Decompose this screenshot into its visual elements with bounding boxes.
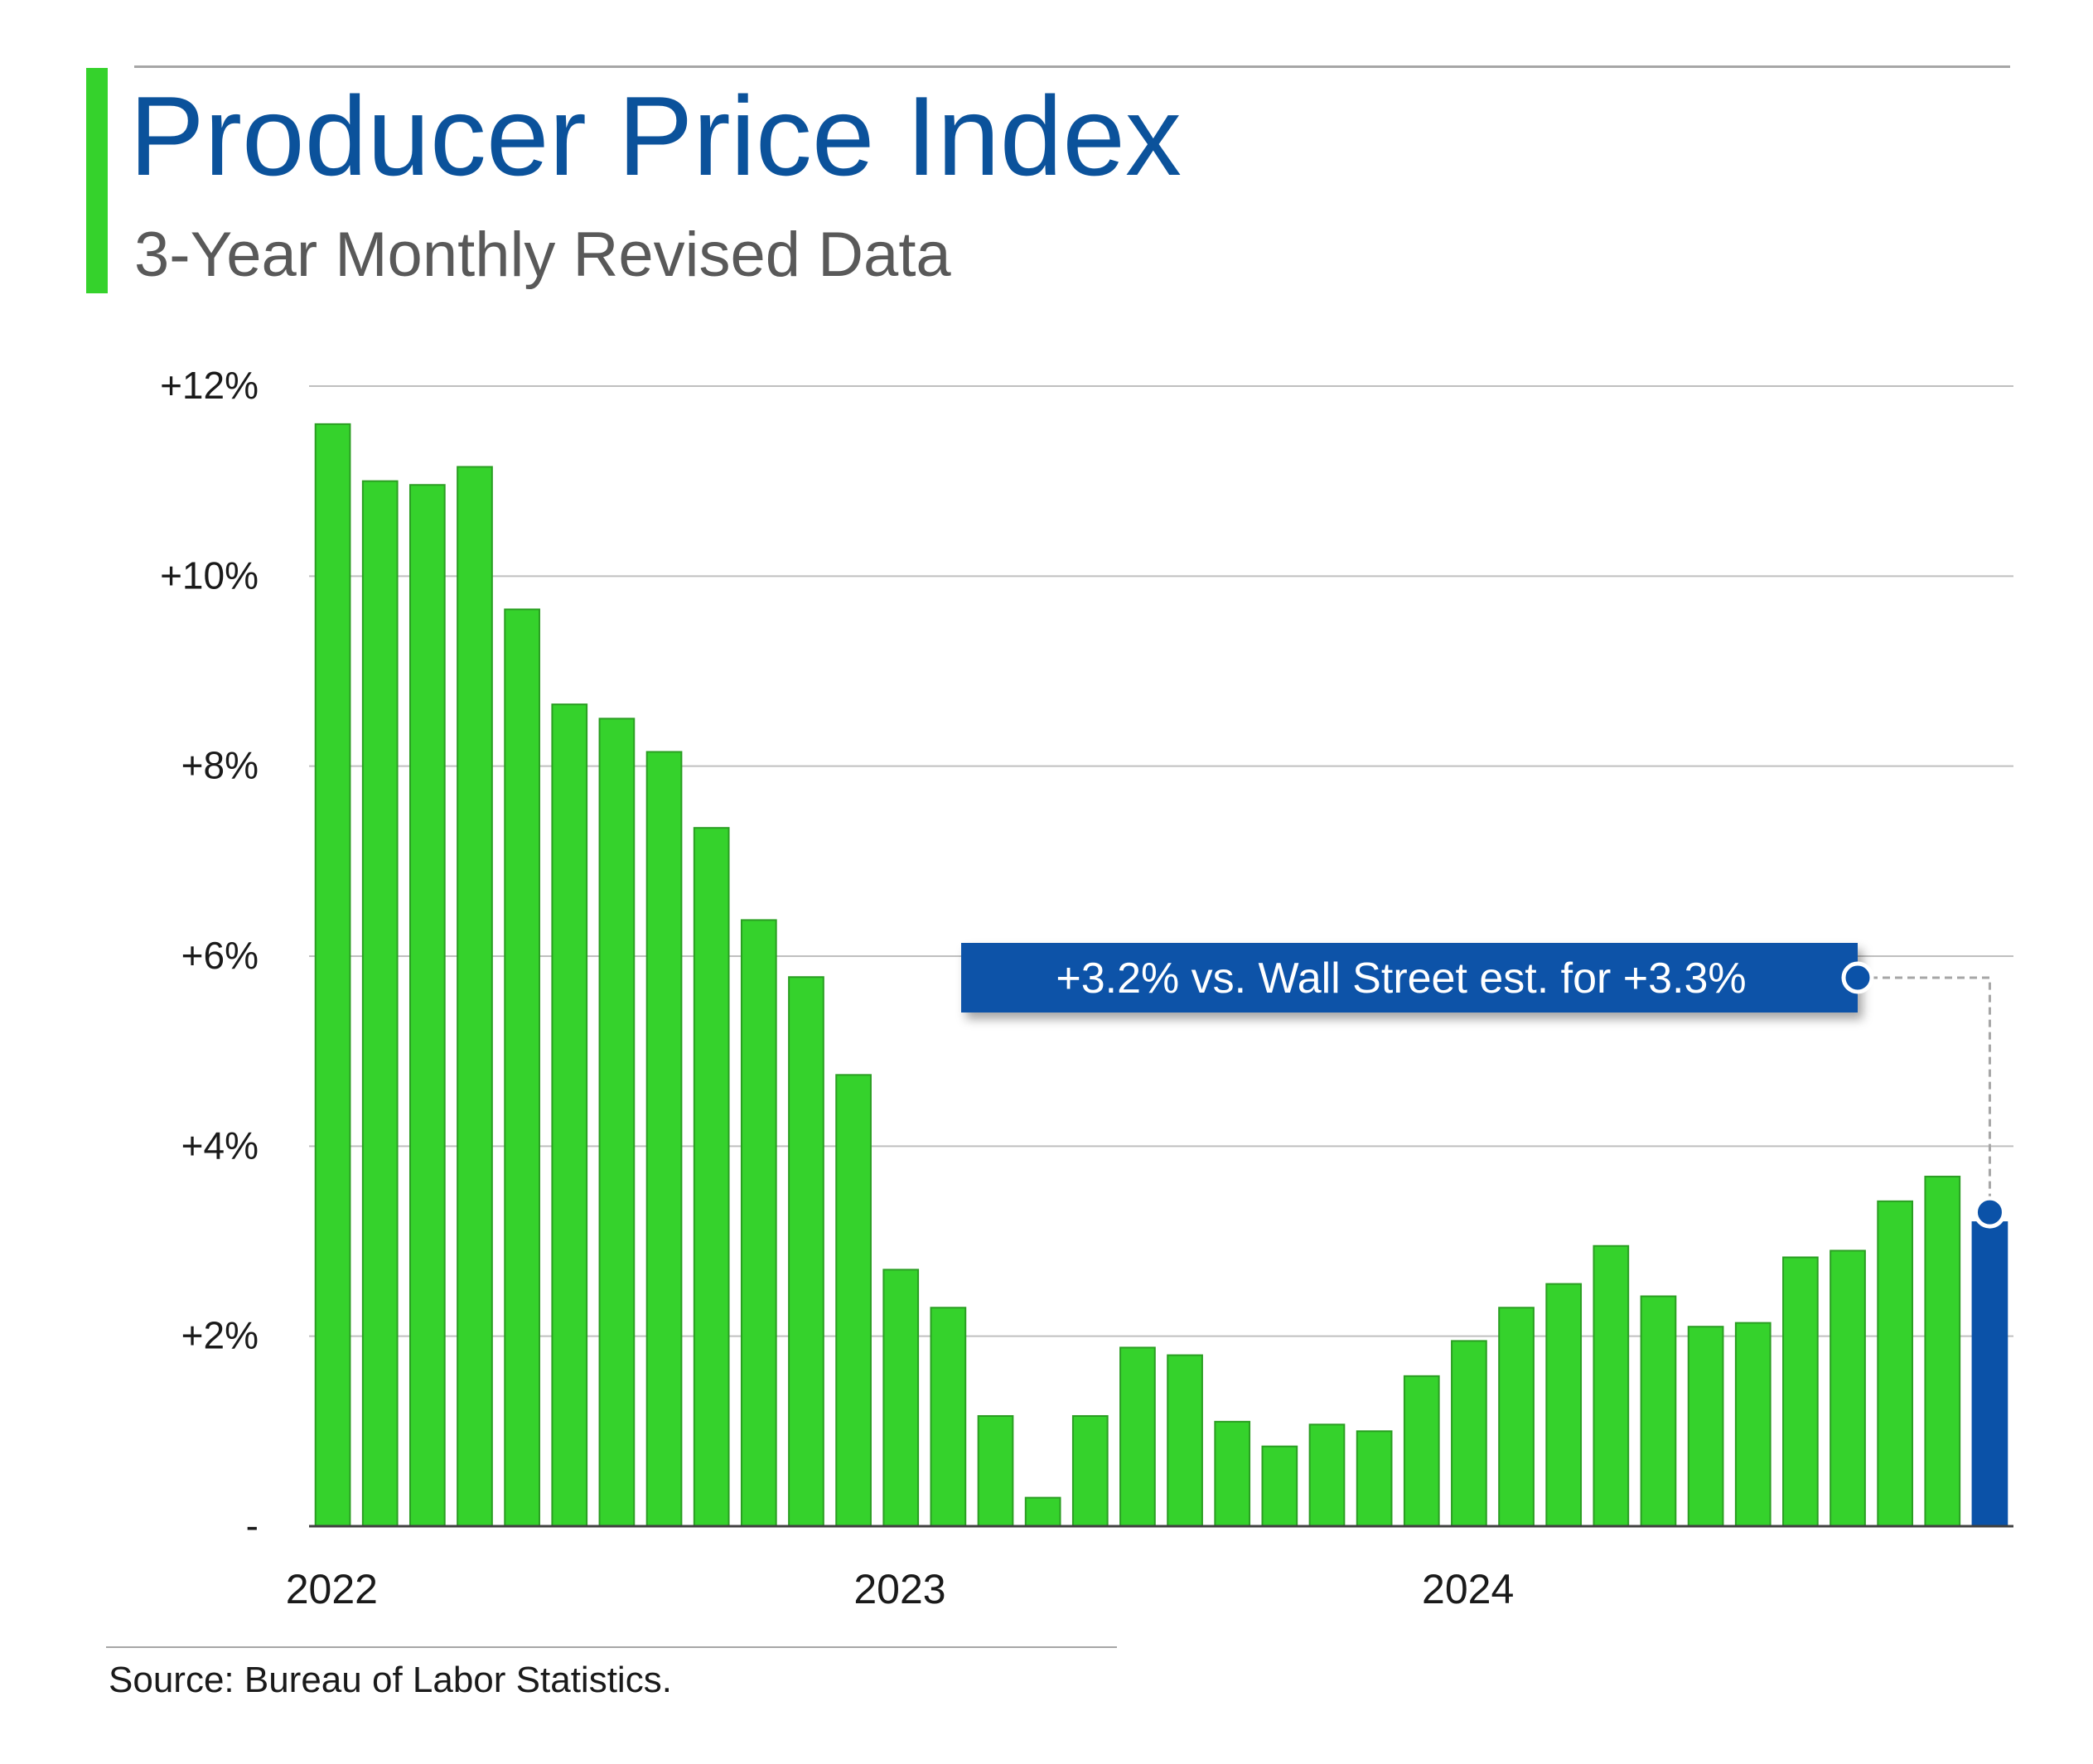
x-axis-labels: 2022 2023 2024 — [286, 1566, 1515, 1612]
y-tick-label: +2% — [181, 1314, 259, 1357]
bar — [1071, 1414, 1109, 1528]
y-tick-label: +12% — [160, 364, 259, 407]
annotation-callout: +3.2% vs. Wall Street est. for +3.3% — [961, 943, 2006, 1229]
bar — [930, 1307, 967, 1528]
bar-highlight — [1971, 1221, 2008, 1527]
bar — [1782, 1256, 1819, 1527]
y-tick-label: +10% — [160, 553, 259, 597]
bar — [1734, 1322, 1772, 1527]
bar — [1024, 1496, 1061, 1527]
bar — [1640, 1295, 1677, 1528]
bar — [1687, 1326, 1724, 1527]
callout-leader-line — [1858, 976, 1991, 1213]
bar — [598, 718, 636, 1527]
y-tick-label: +4% — [181, 1124, 259, 1167]
bar — [1830, 1249, 1866, 1527]
bars — [314, 423, 2008, 1528]
bar — [1498, 1307, 1535, 1528]
bar — [1308, 1423, 1346, 1527]
bar — [457, 466, 493, 1527]
bar — [977, 1414, 1014, 1528]
y-tick-label: +6% — [181, 934, 259, 977]
bar — [361, 480, 399, 1528]
bar — [1924, 1176, 1961, 1527]
callout-anchor-dot — [1841, 961, 1874, 994]
bar — [1214, 1420, 1251, 1528]
x-tick-label: 2022 — [286, 1566, 378, 1612]
source-note: Source: Bureau of Labor Statistics. — [109, 1660, 672, 1700]
bar — [551, 703, 588, 1527]
y-axis-labels: - +2% +4% +6% +8% +10% +12% — [160, 364, 259, 1547]
bar — [504, 608, 540, 1527]
bar — [1451, 1340, 1487, 1528]
bar — [1261, 1445, 1298, 1528]
y-tick-label: +8% — [181, 744, 259, 787]
chart-title: Producer Price Index — [129, 73, 1182, 199]
x-tick-label: 2024 — [1422, 1566, 1514, 1612]
y-tick-label: - — [246, 1504, 259, 1547]
bar — [1167, 1354, 1203, 1527]
bar — [788, 976, 824, 1527]
callout-box — [961, 943, 1858, 1012]
bar — [645, 751, 683, 1527]
callout-text: +3.2% vs. Wall Street est. for +3.3% — [1056, 954, 1746, 1003]
bar — [740, 919, 777, 1527]
x-tick-label: 2023 — [853, 1566, 945, 1612]
highlight-point-dot — [1973, 1196, 2006, 1229]
bar — [1119, 1346, 1156, 1527]
bar — [1545, 1283, 1583, 1527]
bar — [693, 827, 730, 1527]
bar — [408, 484, 446, 1528]
bar — [1403, 1375, 1440, 1527]
bar — [1877, 1200, 1914, 1527]
top-divider — [134, 65, 2010, 68]
bar — [1356, 1430, 1393, 1528]
bar — [882, 1269, 920, 1528]
bar — [835, 1074, 872, 1528]
chart-subtitle: 3-Year Monthly Revised Data — [134, 220, 951, 290]
bar — [314, 423, 351, 1527]
title-accent-bar — [86, 68, 108, 293]
source-divider — [106, 1646, 1117, 1648]
gridlines — [309, 385, 2013, 1337]
bar — [1593, 1244, 1630, 1527]
